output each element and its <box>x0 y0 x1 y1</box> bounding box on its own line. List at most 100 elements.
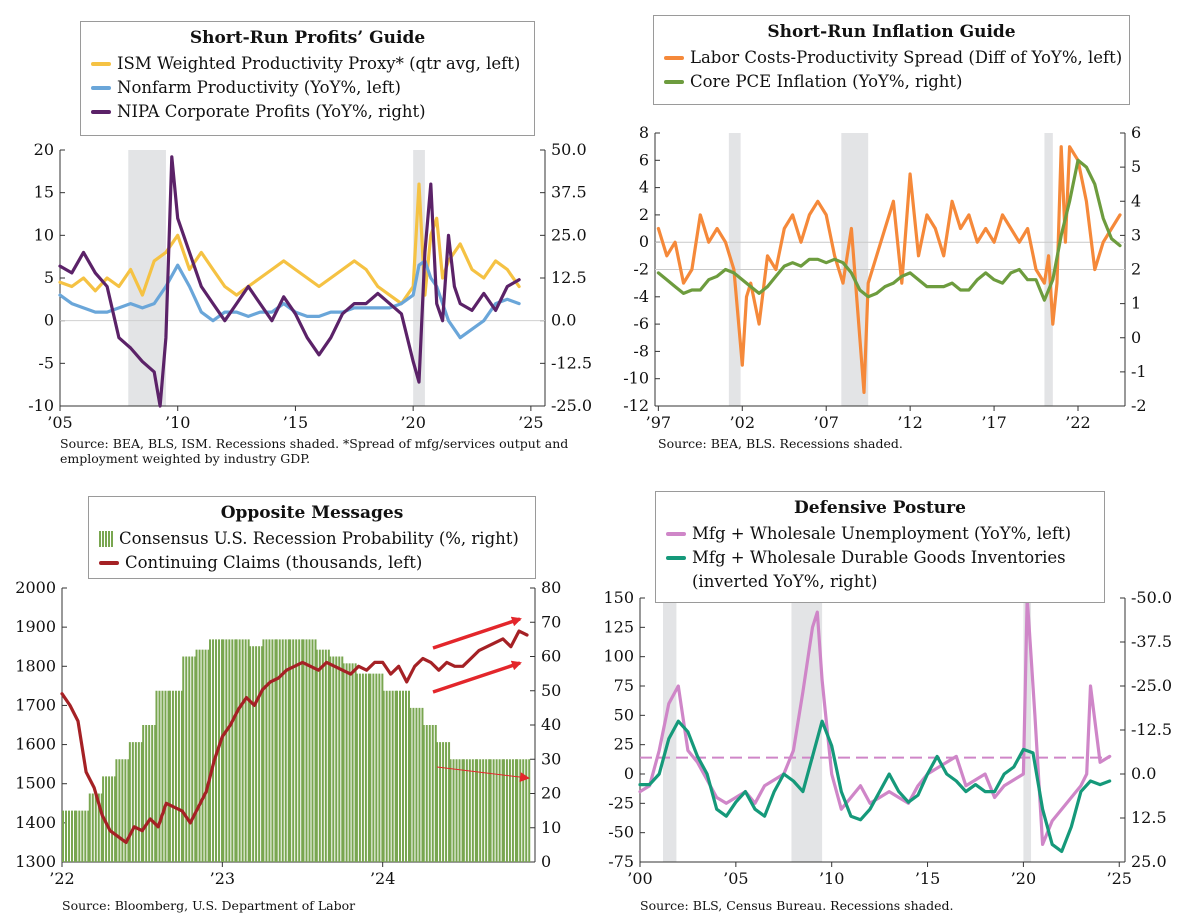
bar <box>155 690 170 862</box>
bar <box>128 742 143 862</box>
bar-stripe <box>415 707 418 862</box>
right-tick-label: 25.0 <box>1131 852 1167 871</box>
bar-stripe <box>171 690 174 862</box>
bar <box>222 639 237 862</box>
right-tick-label: -12.5 <box>1131 720 1172 739</box>
bar-stripe <box>361 673 364 862</box>
bar-stripe <box>87 810 90 862</box>
left-tick-label: 0 <box>624 764 634 783</box>
bar-stripe <box>455 759 458 862</box>
chart-inflation: 8 6 4 2 0 -2 -4 -6 -8 -10 -12 6 5 4 3 2 1 0 -1 -2 ’97 ’02 ’07 ’… <box>623 123 1147 432</box>
bar-stripe <box>398 690 401 862</box>
bar-stripe <box>74 810 76 862</box>
trend-arrow-up <box>432 616 522 650</box>
bar-stripe <box>489 759 492 862</box>
legend-defensive: Defensive Posture Mfg + Wholesale Unempl… <box>655 491 1105 603</box>
bar-stripe <box>342 663 345 862</box>
x-tick-label: ’05 <box>47 413 72 432</box>
legend-item: Mfg + Wholesale Unemployment (YoY%, left… <box>666 522 1094 546</box>
bar-stripe <box>327 649 330 862</box>
left-tick-label: 8 <box>639 123 649 142</box>
right-tick-label: -37.5 <box>1131 632 1172 651</box>
right-tick-label: -25.0 <box>1131 676 1172 695</box>
right-tick-label: -12.5 <box>551 353 592 372</box>
legend-item: Core PCE Inflation (YoY%, right) <box>664 70 1119 94</box>
bar-stripe <box>442 742 445 862</box>
left-tick-label: 150 <box>603 588 634 607</box>
series-line <box>638 596 1112 846</box>
right-tick-label: -50.0 <box>1131 588 1172 607</box>
bar-stripe <box>148 725 151 862</box>
left-tick-label: 0 <box>44 311 54 330</box>
bar-stripe <box>502 759 505 862</box>
bar-stripe <box>332 656 335 862</box>
bar-stripe <box>81 810 84 862</box>
legend-item: NIPA Corporate Profits (YoY%, right) <box>91 100 524 124</box>
chart-profits: 20 15 10 5 0 -5 -10 50.0 37.5 25.0 12.5 0.0 -12.5 -25… <box>28 140 592 432</box>
bar-stripe <box>495 759 498 862</box>
x-tick-label: ’00 <box>627 869 652 888</box>
bar-stripe <box>258 646 261 862</box>
bar <box>88 793 103 862</box>
legend-item: Nonfarm Productivity (YoY%, left) <box>91 76 524 100</box>
left-tick-label: 5 <box>44 268 54 287</box>
bar-stripe <box>311 639 314 862</box>
bar-stripe <box>108 776 111 862</box>
bar-stripe <box>115 759 118 862</box>
bar <box>449 759 464 862</box>
bar-stripe <box>151 725 154 862</box>
bar-stripe <box>418 707 421 862</box>
left-tick-label: 1300 <box>15 852 56 871</box>
legend-inflation: Short-Run Inflation Guide Labor Costs-Pr… <box>653 15 1130 105</box>
bar <box>195 649 210 862</box>
bar-stripe <box>501 759 504 862</box>
bar-stripe <box>154 725 157 862</box>
bar-stripe <box>134 742 137 862</box>
bar-stripe <box>131 742 134 862</box>
bar-stripe <box>164 690 167 862</box>
bar-stripe <box>428 725 431 862</box>
legend-item: Consensus U.S. Recession Probability (%,… <box>99 527 525 551</box>
bar-stripe <box>448 742 451 862</box>
bar-stripe <box>274 639 277 862</box>
right-tick-label: 0.0 <box>551 311 576 330</box>
bar-stripe <box>161 690 164 862</box>
right-tick-label: -2 <box>1131 396 1147 415</box>
legend-item: ISM Weighted Productivity Proxy* (qtr av… <box>91 52 524 76</box>
bar-stripe <box>409 707 412 862</box>
bar-stripe <box>412 707 415 862</box>
x-tick-label: ’02 <box>730 413 755 432</box>
bar-stripe <box>182 656 185 862</box>
bar-stripe <box>404 690 407 862</box>
series-line <box>60 629 529 844</box>
bar <box>315 649 330 862</box>
left-tick-label: 25 <box>614 735 634 754</box>
left-tick-label: 0 <box>639 232 649 251</box>
bar-stripe <box>369 673 372 862</box>
bar-stripe <box>118 759 121 862</box>
bar-stripe <box>358 673 361 862</box>
panel-profits: 20 15 10 5 0 -5 -10 50.0 37.5 25.0 12.5 0.0 -12.5 -25… <box>0 0 600 470</box>
x-tick-label: ’07 <box>813 413 838 432</box>
bar-stripe <box>62 810 64 862</box>
right-tick-label: 30 <box>541 749 561 768</box>
bar <box>502 759 517 862</box>
legend-opposite: Opposite Messages Consensus U.S. Recessi… <box>88 496 536 579</box>
bar-stripe <box>492 759 495 862</box>
left-tick-label: 15 <box>34 183 54 202</box>
bar-stripe <box>177 690 180 862</box>
left-tick-label: 75 <box>614 676 634 695</box>
x-tick-label: ’97 <box>646 413 671 432</box>
bar-stripe <box>364 673 367 862</box>
bar <box>382 690 397 862</box>
x-tick-label: ’15 <box>915 869 940 888</box>
bar-stripe <box>462 759 465 862</box>
bar-stripe <box>91 793 94 862</box>
left-tick-label: 1600 <box>15 735 56 754</box>
x-tick-label: ’12 <box>897 413 922 432</box>
bar-stripe <box>128 742 131 862</box>
bar-stripe <box>275 639 278 862</box>
bar-stripe <box>111 776 114 862</box>
bar-stripe <box>434 725 437 862</box>
bar-stripe <box>235 639 238 862</box>
